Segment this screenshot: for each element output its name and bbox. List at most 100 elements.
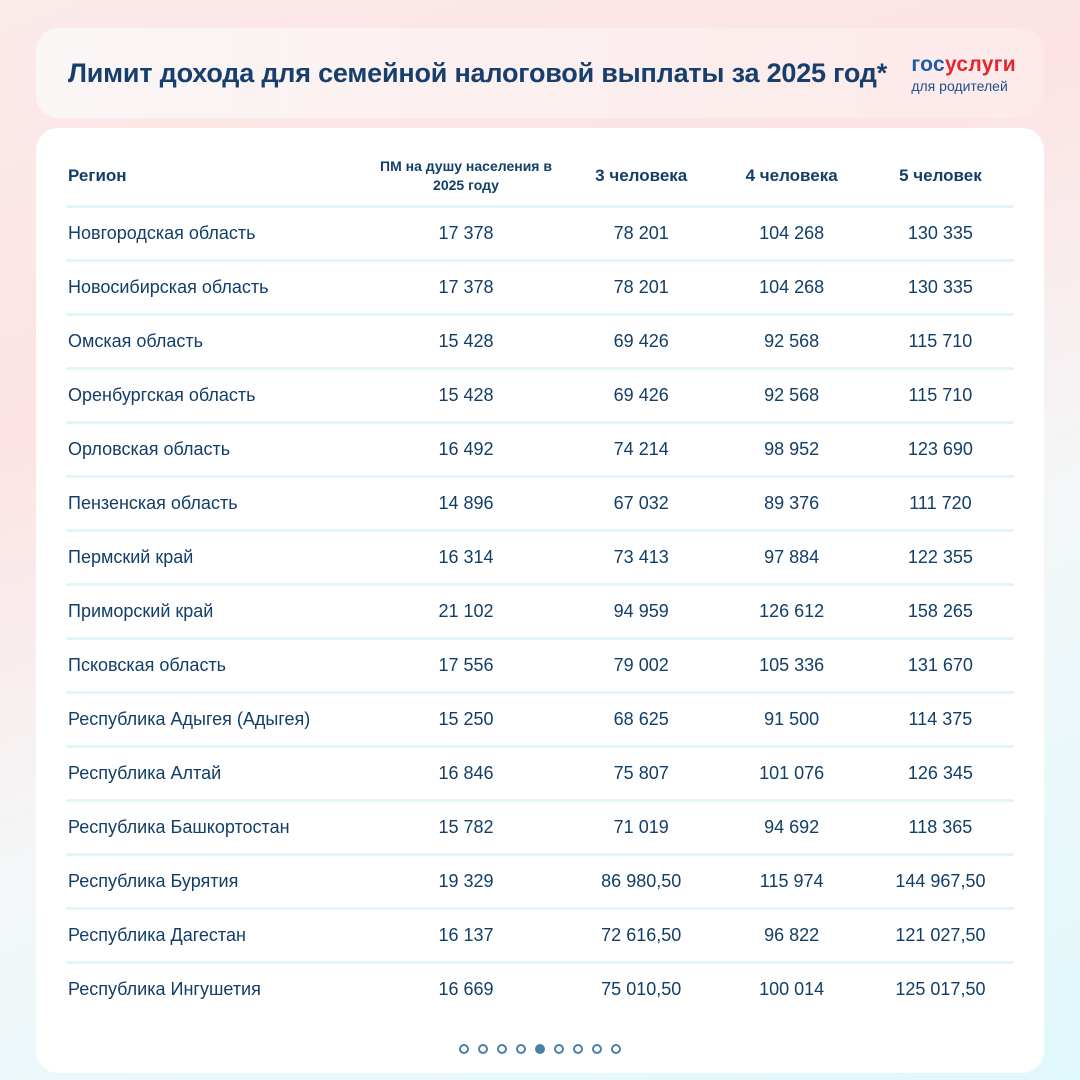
region-cell: Республика Башкортостан — [66, 800, 366, 856]
region-cell: Псковская область — [66, 638, 366, 694]
value-cell: 126 345 — [866, 746, 1014, 802]
value-cell: 104 268 — [716, 260, 867, 316]
value-cell: 131 670 — [866, 638, 1014, 694]
pagination-dot[interactable] — [535, 1044, 545, 1054]
pagination-dot[interactable] — [573, 1044, 583, 1054]
value-cell: 126 612 — [716, 584, 867, 640]
table-row: Пензенская область 14 896 67 032 89 376 111 … — [66, 476, 1014, 532]
column-header: 5 человек — [866, 148, 1014, 208]
table-row: Республика Башкортостан 15 782 71 019 94 69… — [66, 800, 1014, 856]
table-row: Омская область 15 428 69 426 92 568 115 710 — [66, 314, 1014, 370]
value-cell: 21 102 — [366, 584, 566, 640]
region-cell: Республика Ингушетия — [68, 979, 261, 1000]
value-cell: 16 314 — [366, 530, 566, 586]
pagination-dot[interactable] — [459, 1044, 469, 1054]
column-header: 4 человека — [716, 148, 867, 208]
table-row: Республика Ингушетия 16 669 75 010,50 100 0… — [66, 962, 1014, 1016]
region-cell: Новосибирская область — [66, 260, 366, 316]
pagination-dot[interactable] — [516, 1044, 526, 1054]
table-row: Республика Алтай 16 846 75 807 101 076 126 3… — [66, 746, 1014, 802]
value-cell: 74 214 — [566, 422, 717, 478]
region-cell: Орловская область — [66, 422, 366, 478]
value-cell: 115 710 — [866, 368, 1014, 424]
column-header: 3 человека — [566, 148, 717, 208]
value-cell: 130 335 — [866, 260, 1014, 316]
value-cell: 75 010,50 — [601, 979, 682, 1000]
column-header: ПМ на душу населения в 2025 году — [366, 148, 566, 208]
value-cell: 68 625 — [566, 692, 717, 748]
income-limit-table: Регион ПМ на душу населения в 2025 году 3 … — [66, 148, 1014, 1016]
region-cell: Омская область — [66, 314, 366, 370]
value-cell: 98 952 — [716, 422, 867, 478]
value-cell: 78 201 — [566, 260, 717, 316]
value-cell: 15 250 — [366, 692, 566, 748]
table-row: Республика Адыгея (Адыгея) 15 250 68 625 91… — [66, 692, 1014, 748]
value-cell: 16 669 — [438, 979, 494, 1000]
value-cell: 96 822 — [716, 908, 867, 964]
value-cell: 101 076 — [716, 746, 867, 802]
table-row: Республика Бурятия 19 329 86 980,50 115 974… — [66, 854, 1014, 910]
value-cell: 104 268 — [716, 206, 867, 262]
region-cell: Республика Дагестан — [66, 908, 366, 964]
region-cell: Республика Алтай — [66, 746, 366, 802]
value-cell: 16 492 — [366, 422, 566, 478]
value-cell: 118 365 — [866, 800, 1014, 856]
value-cell: 86 980,50 — [566, 854, 717, 910]
value-cell: 72 616,50 — [566, 908, 717, 964]
value-cell: 123 690 — [866, 422, 1014, 478]
pagination-dot[interactable] — [497, 1044, 507, 1054]
value-cell: 75 807 — [566, 746, 717, 802]
pagination-dot[interactable] — [554, 1044, 564, 1054]
value-cell: 17 378 — [366, 260, 566, 316]
value-cell: 15 428 — [366, 368, 566, 424]
value-cell: 15 782 — [366, 800, 566, 856]
logo-part1: гос — [911, 52, 945, 76]
region-cell: Приморский край — [66, 584, 366, 640]
table-row: Республика Дагестан 16 137 72 616,50 96 822… — [66, 908, 1014, 964]
table-row: Псковская область 17 556 79 002 105 336 131 … — [66, 638, 1014, 694]
gosuslugi-logo: госуслуги для родителей — [911, 54, 1016, 93]
column-header: Регион — [66, 148, 366, 208]
pagination-dot[interactable] — [592, 1044, 602, 1054]
value-cell: 16 846 — [366, 746, 566, 802]
region-cell: Республика Бурятия — [66, 854, 366, 910]
value-cell: 100 014 — [759, 979, 825, 1000]
table-row: Новосибирская область 17 378 78 201 104 268… — [66, 260, 1014, 316]
value-cell: 69 426 — [566, 368, 717, 424]
value-cell: 71 019 — [566, 800, 717, 856]
value-cell: 115 710 — [866, 314, 1014, 370]
logo-part2: услуги — [944, 52, 1016, 76]
value-cell: 69 426 — [566, 314, 717, 370]
value-cell: 15 428 — [366, 314, 566, 370]
value-cell: 16 137 — [366, 908, 566, 964]
table-row: Пермский край 16 314 73 413 97 884 122 355 — [66, 530, 1014, 586]
value-cell: 17 378 — [366, 206, 566, 262]
table-card: Регион ПМ на душу населения в 2025 году 3 … — [36, 128, 1044, 1073]
value-cell: 19 329 — [366, 854, 566, 910]
value-cell: 105 336 — [716, 638, 867, 694]
value-cell: 111 720 — [866, 476, 1014, 532]
value-cell: 92 568 — [716, 314, 867, 370]
pagination-dot[interactable] — [611, 1044, 621, 1054]
value-cell: 97 884 — [716, 530, 867, 586]
value-cell: 92 568 — [716, 368, 867, 424]
header: Лимит дохода для семейной налоговой выпл… — [36, 28, 1044, 118]
value-cell: 89 376 — [716, 476, 867, 532]
value-cell: 115 974 — [716, 854, 867, 910]
region-cell: Новгородская область — [66, 206, 366, 262]
pagination-dot[interactable] — [478, 1044, 488, 1054]
value-cell: 73 413 — [566, 530, 717, 586]
value-cell: 122 355 — [866, 530, 1014, 586]
value-cell: 78 201 — [566, 206, 717, 262]
value-cell: 125 017,50 — [895, 979, 986, 1000]
region-cell: Оренбургская область — [66, 368, 366, 424]
region-cell: Пензенская область — [66, 476, 366, 532]
value-cell: 14 896 — [366, 476, 566, 532]
value-cell: 121 027,50 — [866, 908, 1014, 964]
page-title: Лимит дохода для семейной налоговой выпл… — [68, 57, 888, 88]
value-cell: 91 500 — [716, 692, 867, 748]
value-cell: 114 375 — [866, 692, 1014, 748]
value-cell: 17 556 — [366, 638, 566, 694]
value-cell: 79 002 — [566, 638, 717, 694]
table-row: Орловская область 16 492 74 214 98 952 123 6… — [66, 422, 1014, 478]
